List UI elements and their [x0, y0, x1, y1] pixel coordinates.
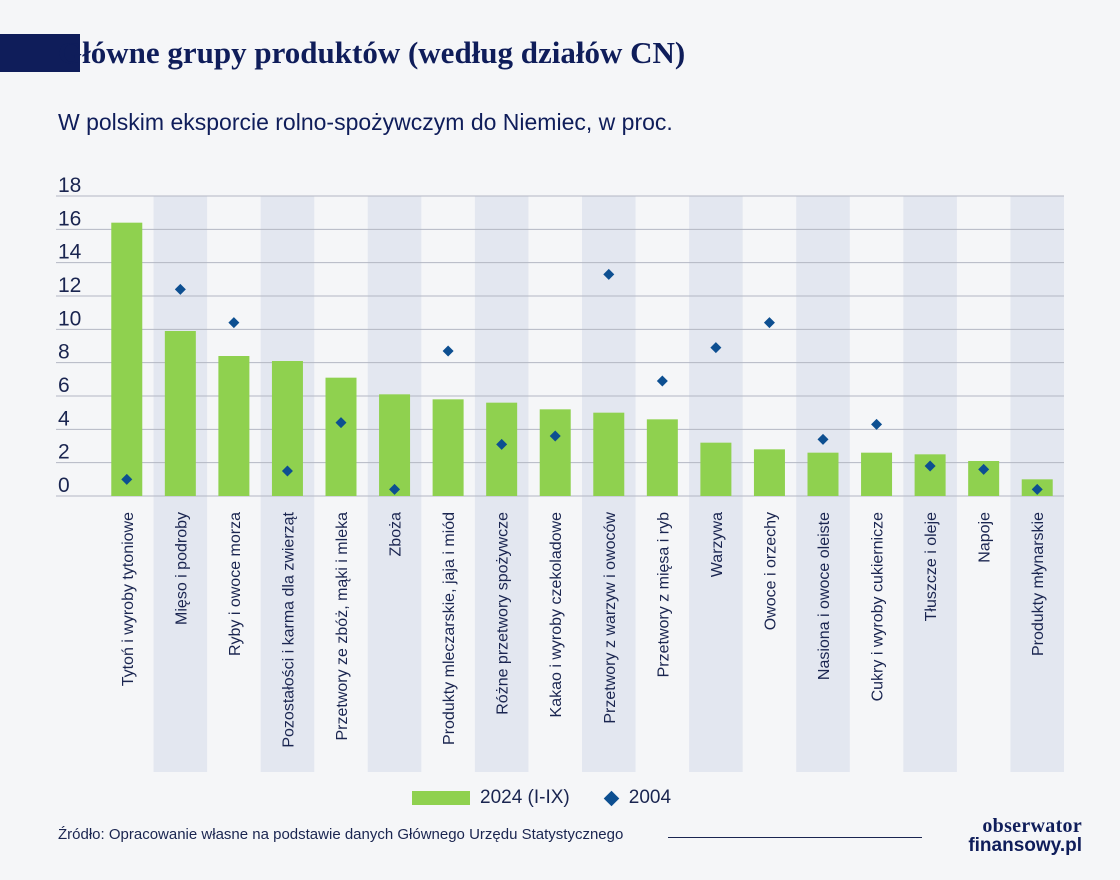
bar [111, 222, 143, 496]
x-tick-label: Produkty mleczarskie, jaja i miód [441, 512, 458, 745]
x-tick-label: Zboża [388, 512, 405, 557]
bar [325, 377, 357, 496]
bars-2024 [111, 222, 1053, 496]
x-tick-label: Produkty młynarskie [1030, 512, 1047, 656]
bar [700, 442, 732, 496]
marker [656, 375, 668, 387]
legend: 2024 (I-IX) 2004 [412, 785, 671, 811]
x-tick-label: Owoce i orzechy [762, 512, 779, 630]
marker [1031, 483, 1043, 495]
x-tick-label: Przetwory ze zbóż, mąki i mleka [334, 512, 351, 741]
y-axis-ticks: 0 2 4 6 8 10 12 14 16 18 [58, 174, 82, 497]
source-divider [668, 837, 922, 838]
chart-title: Główne grupy produktów (według działów C… [58, 35, 686, 70]
y-tick-label: 8 [58, 341, 70, 364]
x-tick-label: Przetwory z mięsa i ryb [655, 512, 672, 677]
marker [442, 345, 454, 357]
bar [218, 356, 250, 496]
bar [164, 331, 196, 496]
legend-diamond-icon [603, 790, 620, 806]
bar [432, 399, 464, 496]
marker [763, 317, 775, 329]
legend-marker-label: 2004 [628, 787, 672, 808]
x-tick-label: Warzywa [709, 512, 726, 577]
source-note: Źródło: Opracowanie własne na podstawie … [58, 826, 624, 843]
y-tick-label: 6 [58, 374, 70, 397]
x-tick-label: Kakao i wyroby czekoladowe [548, 512, 565, 718]
title-accent-bar [0, 34, 80, 72]
x-axis-labels: Tytoń i wyroby tytoniowe Mięso i podroby R… [120, 511, 1047, 747]
y-tick-label: 4 [58, 407, 70, 430]
marker [174, 283, 186, 295]
y-tick-label: 2 [58, 441, 70, 464]
marker [281, 465, 293, 477]
publisher-logo: obserwator finansowy.pl [932, 816, 1082, 856]
y-tick-label: 14 [58, 241, 82, 264]
logo-line2: finansowy.pl [968, 835, 1082, 856]
chart-subtitle: W polskim eksporcie rolno-spożywczym do … [58, 109, 673, 135]
markers-2004 [121, 268, 1043, 495]
bar [646, 419, 678, 496]
x-tick-label: Napoje [977, 512, 994, 563]
x-tick-label: Cukry i wyroby cukiernicze [870, 512, 887, 701]
bar [379, 394, 411, 496]
marker [978, 463, 990, 475]
bar [807, 452, 839, 496]
legend-bar-label: 2024 (I-IX) [480, 787, 570, 808]
x-tick-label: Nasiona i owoce oleiste [816, 512, 833, 680]
marker [817, 433, 829, 445]
bar-chart: 0 2 4 6 8 10 12 14 16 18 Tytoń i wyroby tytoniowe… [56, 174, 1064, 772]
y-tick-label: 18 [58, 174, 81, 197]
bar [861, 452, 893, 496]
x-tick-label: Pozostałości i karma dla zwierząt [280, 511, 297, 747]
legend-bar-swatch [412, 791, 470, 805]
x-tick-label: Tytoń i wyroby tytoniowe [120, 512, 137, 686]
marker [121, 473, 133, 485]
x-tick-label: Przetwory z warzyw i owoców [602, 512, 619, 724]
y-tick-label: 10 [58, 307, 81, 330]
marker [228, 317, 240, 329]
marker [389, 483, 401, 495]
y-tick-label: 12 [58, 274, 81, 297]
logo-line1: obserwator [982, 815, 1082, 837]
marker [549, 430, 561, 442]
marker [924, 460, 936, 472]
y-tick-label: 0 [58, 474, 70, 497]
marker [496, 438, 508, 450]
x-tick-label: Ryby i owoce morza [227, 512, 244, 656]
x-tick-label: Mięso i podroby [173, 512, 190, 625]
bar [593, 412, 625, 496]
marker [603, 268, 615, 280]
x-tick-label: Tłuszcze i oleje [923, 512, 940, 621]
marker [710, 342, 722, 354]
x-tick-label: Różne przetwory spożywcze [495, 512, 512, 715]
bar [753, 449, 785, 496]
marker [335, 417, 347, 429]
y-tick-label: 16 [58, 207, 81, 230]
marker [871, 418, 883, 430]
bar [539, 409, 571, 496]
